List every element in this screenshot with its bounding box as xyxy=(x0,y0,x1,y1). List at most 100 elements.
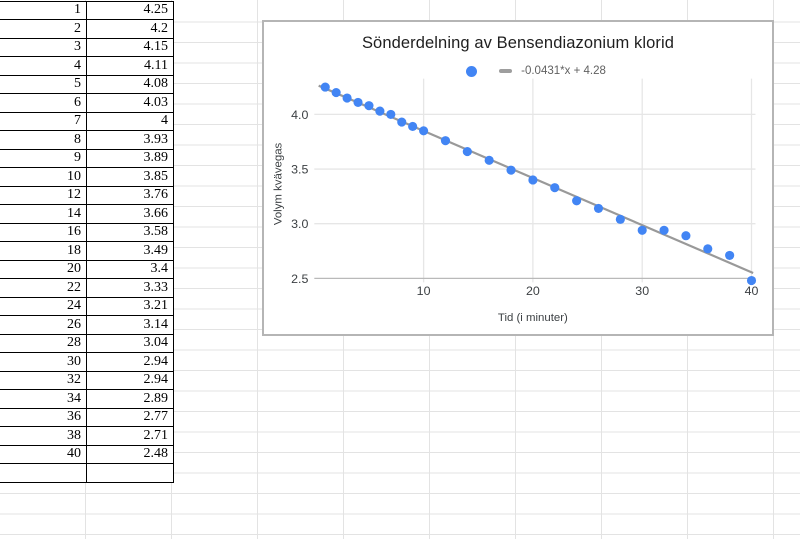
table-row: 2 4.2 xyxy=(0,19,174,39)
data-point[interactable] xyxy=(419,126,429,136)
cell-time[interactable]: 40 xyxy=(0,444,87,464)
cell-volume[interactable]: 4.08 xyxy=(86,74,174,94)
cell-volume[interactable]: 3.93 xyxy=(86,130,174,150)
cell-time[interactable]: 7 xyxy=(0,111,87,131)
cell-time[interactable]: 14 xyxy=(0,204,87,224)
cell-volume[interactable]: 4.03 xyxy=(86,93,174,113)
cell-volume[interactable]: 3.33 xyxy=(86,278,174,298)
cell-time[interactable] xyxy=(0,463,87,483)
cell-time[interactable]: 8 xyxy=(0,130,87,150)
cell-volume[interactable]: 3.4 xyxy=(86,259,174,279)
data-point[interactable] xyxy=(320,82,330,92)
cell-volume[interactable]: 3.89 xyxy=(86,148,174,168)
cell-volume[interactable]: 3.76 xyxy=(86,185,174,205)
cell-time[interactable]: 36 xyxy=(0,407,87,427)
cell-volume[interactable]: 3.85 xyxy=(86,167,174,187)
data-point[interactable] xyxy=(593,203,604,213)
cell-volume[interactable]: 2.71 xyxy=(86,426,174,446)
trendline-marker-icon xyxy=(499,69,513,73)
cell-time[interactable]: 22 xyxy=(0,278,87,298)
cell-volume[interactable]: 3.49 xyxy=(86,241,174,261)
cell-volume[interactable]: 3.66 xyxy=(86,204,174,224)
cell-time[interactable]: 5 xyxy=(0,74,87,94)
cell-time[interactable]: 34 xyxy=(0,389,87,409)
x-tick-label: 20 xyxy=(526,284,540,298)
data-point[interactable] xyxy=(484,155,494,165)
y-tick-label: 4.0 xyxy=(291,108,308,122)
chart-title: Sönderdelning av Bensendiazonium klorid xyxy=(361,34,675,52)
cell-time[interactable]: 12 xyxy=(0,185,87,205)
cell-time[interactable]: 16 xyxy=(0,222,87,242)
cell-volume[interactable] xyxy=(86,463,174,483)
cell-volume[interactable]: 4 xyxy=(86,111,174,131)
cell-volume[interactable]: 2.89 xyxy=(86,389,174,409)
table-row: 5 4.08 xyxy=(0,74,174,94)
data-point[interactable] xyxy=(550,183,560,193)
cell-time[interactable]: 28 xyxy=(0,333,87,353)
cell-volume[interactable]: 2.94 xyxy=(86,352,174,372)
cell-time[interactable]: 38 xyxy=(0,426,87,446)
trendline-equation-label: -0.0431*x + 4.28 xyxy=(521,65,606,77)
cell-time[interactable]: 9 xyxy=(0,148,87,168)
data-point[interactable] xyxy=(659,225,669,235)
cell-time[interactable]: 24 xyxy=(0,296,87,316)
cell-volume[interactable]: 2.94 xyxy=(86,370,174,390)
data-point[interactable] xyxy=(331,87,341,98)
data-point[interactable] xyxy=(462,146,472,157)
table-row: 9 3.89 xyxy=(0,148,174,168)
data-point[interactable] xyxy=(681,231,691,241)
data-point[interactable] xyxy=(375,106,385,116)
series-marker-icon xyxy=(466,65,478,77)
cell-time[interactable]: 6 xyxy=(0,93,87,113)
cell-volume[interactable]: 2.48 xyxy=(86,444,174,464)
cell-volume[interactable]: 3.58 xyxy=(86,222,174,242)
cell-time[interactable]: 26 xyxy=(0,315,87,335)
cell-time[interactable]: 4 xyxy=(0,56,87,76)
data-point[interactable] xyxy=(408,121,418,132)
y-tick-label: 3.0 xyxy=(291,217,308,231)
cell-volume[interactable]: 2.77 xyxy=(86,407,174,427)
cell-time[interactable]: 1 xyxy=(0,0,87,20)
data-point[interactable] xyxy=(386,109,396,119)
x-axis-title: Tid (i minuter) xyxy=(498,312,568,324)
cell-volume[interactable]: 3.14 xyxy=(86,315,174,335)
x-tick-label: 40 xyxy=(745,284,759,298)
cell-time[interactable]: 20 xyxy=(0,259,87,279)
cell-time[interactable]: 2 xyxy=(0,19,87,39)
cell-volume[interactable]: 4.11 xyxy=(86,56,174,76)
data-point[interactable] xyxy=(637,225,647,235)
data-point[interactable] xyxy=(528,175,538,185)
cell-volume[interactable]: 3.04 xyxy=(86,333,174,353)
table-row: 14 3.66 xyxy=(0,204,174,224)
data-point[interactable] xyxy=(397,117,407,127)
data-point[interactable] xyxy=(746,275,757,286)
data-point[interactable] xyxy=(364,101,374,111)
table-row: 20 3.4 xyxy=(0,259,174,279)
data-point[interactable] xyxy=(725,250,735,260)
cell-time[interactable]: 10 xyxy=(0,167,87,187)
data-point[interactable] xyxy=(703,244,713,254)
cell-volume[interactable]: 3.21 xyxy=(86,296,174,316)
data-point[interactable] xyxy=(572,196,582,206)
data-point[interactable] xyxy=(615,214,625,224)
table-row: 22 3.33 xyxy=(0,278,174,298)
cell-time[interactable]: 3 xyxy=(0,37,87,57)
cell-time[interactable]: 30 xyxy=(0,352,87,372)
series-points xyxy=(320,82,757,286)
cell-volume[interactable]: 4.25 xyxy=(86,0,174,20)
cell-volume[interactable]: 4.15 xyxy=(86,37,174,57)
chart-card[interactable]: 10 20 30 40 2.5 3.0 3.5 4.0 Tid (i minuter) Volym… xyxy=(262,20,774,336)
table-row: 8 3.93 xyxy=(0,130,174,150)
data-table: 1 4.25 2 4.2 3 4.15 4 4.11 5 4.08 6 4.03 7 4 8 3.93 9 3.8… xyxy=(0,0,174,483)
cell-time[interactable]: 18 xyxy=(0,241,87,261)
data-point[interactable] xyxy=(353,97,363,107)
cell-volume[interactable]: 4.2 xyxy=(86,19,174,39)
table-row: 28 3.04 xyxy=(0,333,174,353)
data-point[interactable] xyxy=(440,136,451,146)
table-row: 12 3.76 xyxy=(0,185,174,205)
cell-time[interactable]: 32 xyxy=(0,370,87,390)
data-point[interactable] xyxy=(506,165,516,175)
table-row: 40 2.48 xyxy=(0,444,174,464)
data-point[interactable] xyxy=(342,93,352,103)
